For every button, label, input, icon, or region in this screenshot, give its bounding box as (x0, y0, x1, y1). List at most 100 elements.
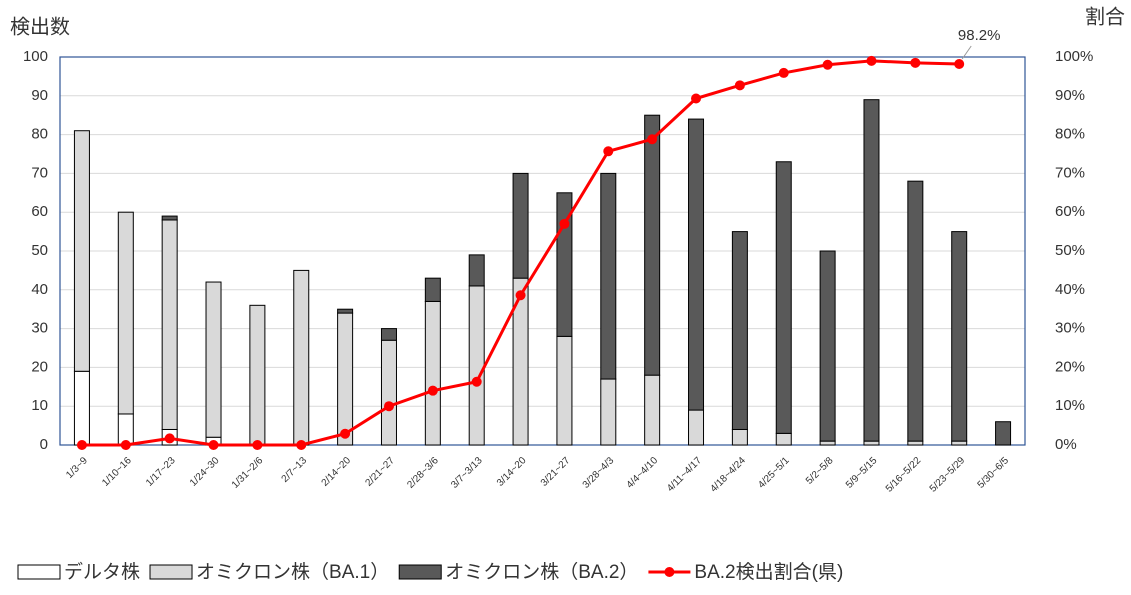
legend-swatch (17, 564, 61, 580)
line-point (734, 80, 745, 91)
x-tick-label: 1/3~9 (64, 455, 90, 481)
x-tick-label: 2/7~13 (280, 455, 310, 485)
y2-tick-label: 0% (1055, 436, 1077, 453)
legend-swatch-point (664, 567, 675, 577)
bar-segment (819, 440, 836, 446)
bar-segment (512, 172, 529, 279)
y2-tick-label: 50% (1055, 242, 1085, 259)
x-tick-label: 1/17~23 (144, 455, 178, 489)
y2-tick-label: 70% (1055, 164, 1085, 181)
y2-tick-label: 40% (1055, 281, 1085, 298)
line-point (296, 440, 307, 450)
y-tick-label: 70 (31, 164, 48, 181)
line-point (515, 290, 526, 301)
bar-segment (863, 440, 880, 446)
x-tick-label: 1/31~2/6 (230, 455, 266, 491)
y2-tick-label: 20% (1055, 358, 1085, 375)
x-tick-label: 4/18~4/24 (708, 455, 748, 495)
legend-swatch (149, 564, 193, 580)
line-point (778, 67, 789, 78)
y2-tick-label: 60% (1055, 203, 1085, 220)
line-point (164, 433, 175, 444)
y-tick-label: 50 (31, 242, 48, 259)
x-tick-label: 4/4~4/10 (625, 455, 661, 491)
line-point (691, 93, 702, 104)
y-tick-label: 60 (31, 203, 48, 220)
x-tick-label: 2/28~3/6 (405, 455, 441, 491)
y2-tick-label: 80% (1055, 126, 1085, 143)
x-tick-label: 5/16~5/22 (884, 455, 924, 495)
x-tick-label: 3/14~20 (495, 455, 529, 489)
x-tick-label: 2/21~27 (363, 455, 397, 489)
line-point (647, 134, 658, 145)
plot-frame (59, 56, 1026, 446)
x-tick-label: 3/7~3/13 (449, 455, 485, 491)
bar-segment (951, 231, 968, 442)
bar-segment (556, 335, 573, 446)
x-tick-label: 1/10~16 (100, 455, 134, 489)
line-point (471, 376, 482, 387)
legend-label: オミクロン株（BA.2） (445, 561, 638, 583)
bar-segment (337, 308, 354, 314)
line-point (76, 440, 87, 450)
bar-segment (73, 130, 90, 372)
bar-segment (907, 180, 924, 442)
bar-segment (775, 161, 792, 434)
label-leader (961, 45, 972, 60)
bar-segment (644, 114, 661, 376)
bar-segment (380, 339, 397, 446)
legend-label: デルタ株 (64, 561, 140, 583)
y-tick-label: 80 (31, 126, 48, 143)
line-point (120, 440, 131, 450)
bar-segment (644, 374, 661, 446)
line-point (910, 57, 921, 68)
y-axis-title: 検出数 (10, 15, 70, 38)
legend-label: BA.2検出割合(県) (694, 561, 843, 583)
bar-segment (731, 231, 748, 430)
legend-label: オミクロン株（BA.1） (196, 561, 389, 583)
line-point (383, 401, 394, 412)
bar-segment (995, 421, 1012, 446)
bar-segment (117, 211, 134, 415)
line-point (208, 440, 219, 450)
y2-axis-title: 割合 (1085, 5, 1125, 28)
x-tick-label: 5/2~5/8 (804, 455, 836, 487)
bar-segment (775, 432, 792, 446)
bar-segment (293, 269, 310, 446)
y2-tick-label: 10% (1055, 397, 1085, 414)
y2-tick-label: 100% (1055, 48, 1093, 65)
data-label: 98.2% (958, 27, 1001, 44)
x-tick-label: 1/24~30 (188, 455, 222, 489)
x-tick-label: 2/14~20 (320, 455, 354, 489)
bar-segment (819, 250, 836, 442)
y-tick-label: 100 (23, 48, 48, 65)
x-tick-label: 5/9~5/15 (844, 455, 880, 491)
bar-segment (424, 277, 441, 302)
y-tick-label: 0 (40, 436, 48, 453)
line-point (866, 55, 877, 66)
bar-segment (600, 378, 617, 446)
bar-segment (688, 409, 705, 446)
x-tick-label: 3/28~4/3 (581, 455, 617, 491)
bar-segment (424, 300, 441, 446)
bar-segment (249, 304, 266, 446)
bar-segment (73, 370, 90, 446)
bar-segment (731, 428, 748, 446)
x-tick-label: 4/11~4/17 (665, 455, 704, 494)
bar-segment (863, 99, 880, 442)
bar-segment (337, 312, 354, 446)
y-tick-label: 20 (31, 358, 48, 375)
x-tick-label: 4/25~5/1 (756, 455, 792, 491)
bar-segment (380, 328, 397, 341)
x-tick-label: 3/21~27 (539, 455, 573, 489)
line-point (559, 218, 570, 229)
line-point (340, 428, 351, 439)
y2-tick-label: 90% (1055, 87, 1085, 104)
y2-tick-label: 30% (1055, 320, 1085, 337)
bar-segment (951, 440, 968, 446)
bar-segment (688, 118, 705, 411)
y-tick-label: 10 (31, 397, 48, 414)
bar-segment (161, 219, 178, 430)
bar-segment (468, 254, 485, 287)
